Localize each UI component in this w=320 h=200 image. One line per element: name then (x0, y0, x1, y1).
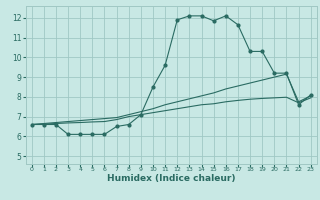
X-axis label: Humidex (Indice chaleur): Humidex (Indice chaleur) (107, 174, 236, 183)
